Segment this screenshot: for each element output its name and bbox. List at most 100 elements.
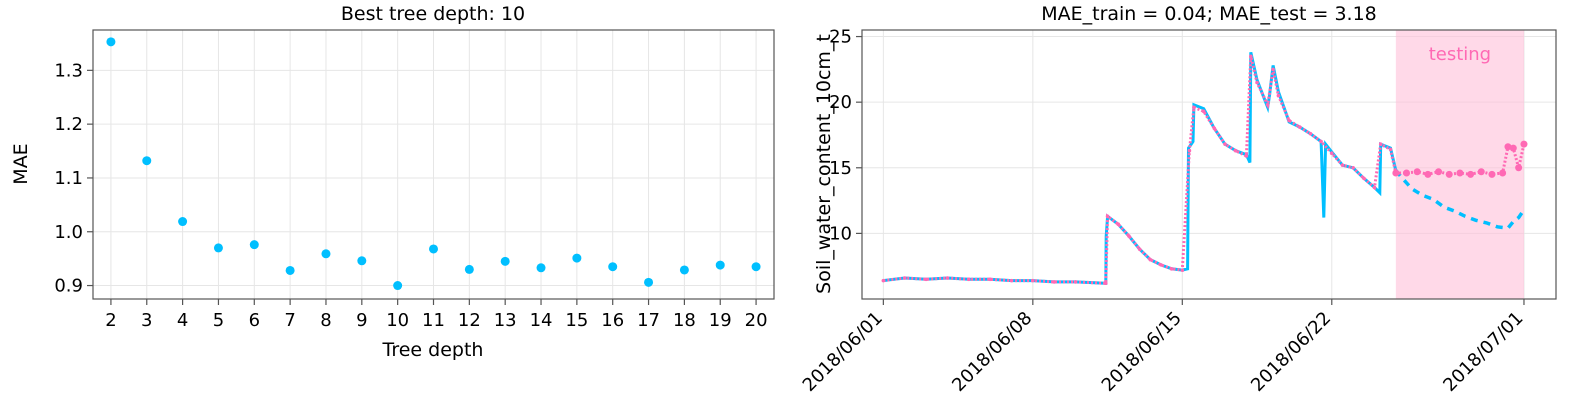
predicted-point bbox=[1340, 163, 1345, 167]
predicted-point bbox=[945, 276, 950, 280]
mae-point bbox=[178, 217, 188, 227]
mae-point bbox=[285, 265, 295, 275]
x-tick-label-right: 2018/06/22 bbox=[1247, 308, 1335, 396]
x-axis-label-left: Tree depth bbox=[382, 339, 484, 361]
x-tick-label-left: 18 bbox=[673, 310, 696, 331]
testing-label: testing bbox=[1429, 44, 1491, 65]
mae-point bbox=[142, 156, 152, 166]
x-tick-label-left: 5 bbox=[213, 310, 224, 331]
predicted-point bbox=[1180, 268, 1185, 272]
predicted-point bbox=[1467, 170, 1475, 178]
predicted-point bbox=[1105, 214, 1110, 219]
predicted-point bbox=[1403, 169, 1411, 177]
predicted-point bbox=[1249, 54, 1253, 59]
y-tick-label-left: 0.9 bbox=[54, 276, 83, 297]
x-tick-label-right: 2018/07/01 bbox=[1439, 308, 1527, 396]
predicted-point bbox=[1137, 247, 1142, 251]
x-tick-label-right: 2018/06/15 bbox=[1098, 308, 1186, 396]
predicted-point bbox=[1424, 170, 1432, 178]
predicted-point bbox=[1265, 102, 1270, 107]
predicted-point bbox=[1159, 263, 1163, 267]
mae-point bbox=[464, 264, 474, 274]
predicted-point bbox=[1456, 169, 1464, 177]
predicted-point bbox=[1271, 67, 1275, 72]
predicted-point bbox=[1509, 144, 1517, 152]
y-axis-label-right: Soil_water_content_10cm_t bbox=[813, 34, 835, 294]
x-tick-label-left: 2 bbox=[105, 310, 116, 331]
predicted-point bbox=[1488, 170, 1496, 178]
predicted-point bbox=[1187, 148, 1192, 153]
x-tick-label-left: 14 bbox=[530, 310, 553, 331]
predicted-point bbox=[1031, 278, 1035, 283]
predicted-point bbox=[1435, 168, 1443, 176]
chart-title-right: MAE_train = 0.04; MAE_test = 3.18 bbox=[1041, 3, 1377, 25]
predicted-point bbox=[1192, 105, 1196, 110]
mae-point bbox=[608, 262, 618, 272]
x-tick-label-left: 13 bbox=[494, 310, 517, 331]
predicted-point bbox=[1201, 109, 1206, 114]
mae-point bbox=[572, 253, 582, 263]
predicted-point bbox=[1297, 125, 1302, 129]
x-tick-label-right: 2018/06/08 bbox=[948, 308, 1036, 396]
predicted-point bbox=[1351, 165, 1355, 170]
y-tick-label-right: 15 bbox=[829, 158, 852, 179]
x-tick-label-left: 10 bbox=[386, 310, 409, 331]
mae-point bbox=[213, 243, 223, 253]
predicted-point bbox=[1319, 139, 1323, 144]
x-tick-label-left: 4 bbox=[177, 310, 188, 331]
predicted-point bbox=[1392, 169, 1400, 177]
y-tick-label-left: 1.0 bbox=[54, 222, 83, 243]
x-tick-label-left: 16 bbox=[601, 310, 624, 331]
x-tick-label-left: 17 bbox=[637, 310, 660, 331]
predicted-point bbox=[1287, 118, 1291, 123]
x-tick-label-left: 11 bbox=[422, 310, 445, 331]
y-tick-label-left: 1.3 bbox=[54, 60, 83, 81]
y-tick-label-right: 25 bbox=[829, 27, 852, 48]
predicted-point bbox=[1413, 168, 1421, 176]
plot-frame-right bbox=[861, 29, 1557, 300]
predicted-point bbox=[1127, 234, 1131, 238]
mae-point bbox=[106, 37, 116, 47]
predicted-point bbox=[1244, 154, 1249, 158]
predicted-point bbox=[1148, 257, 1153, 262]
mae-point bbox=[429, 244, 438, 254]
predicted-point bbox=[1255, 80, 1259, 85]
predicted-point bbox=[1372, 185, 1377, 190]
y-axis-label-left: MAE bbox=[10, 143, 32, 184]
predicted-point bbox=[1169, 267, 1174, 271]
predicted-point bbox=[1329, 151, 1334, 156]
predicted-point bbox=[924, 277, 928, 282]
mae-point bbox=[249, 240, 259, 250]
predicted-point bbox=[1362, 176, 1366, 181]
predicted-point bbox=[1103, 281, 1108, 286]
y-tick-label-left: 1.2 bbox=[54, 114, 83, 135]
mae-point bbox=[500, 256, 510, 266]
predicted-point bbox=[1515, 164, 1523, 172]
testing-window bbox=[1395, 30, 1524, 299]
x-tick-label-left: 20 bbox=[745, 310, 768, 331]
tree-depth-mae-chart: Best tree depth: 10 2 3 4 5 6 7 8 9 10 11 12 13 14 15… bbox=[10, 3, 775, 361]
predicted-point bbox=[966, 277, 971, 282]
predicted-point bbox=[1052, 280, 1056, 284]
x-tick-label-left: 9 bbox=[356, 310, 367, 331]
x-tick-label-left: 3 bbox=[141, 310, 152, 331]
mae-point bbox=[679, 265, 689, 275]
mae-point bbox=[536, 263, 546, 273]
predicted-point bbox=[1445, 170, 1453, 178]
predicted-point bbox=[881, 278, 886, 283]
predicted-point bbox=[1116, 222, 1121, 227]
x-tick-label-left: 7 bbox=[284, 310, 295, 331]
predicted-point bbox=[1499, 169, 1507, 177]
predicted-point bbox=[988, 277, 992, 282]
x-tick-label-left: 12 bbox=[458, 310, 481, 331]
mae-point bbox=[321, 249, 331, 259]
predicted-point bbox=[1378, 142, 1383, 146]
predicted-point bbox=[1276, 93, 1281, 98]
predicted-point bbox=[1223, 142, 1227, 146]
predicted-point bbox=[1477, 168, 1485, 176]
predicted-point bbox=[1504, 143, 1512, 151]
predicted-point bbox=[1212, 126, 1217, 131]
x-tick-label-left: 19 bbox=[709, 310, 732, 331]
y-tick-label-left: 1.1 bbox=[54, 168, 83, 189]
